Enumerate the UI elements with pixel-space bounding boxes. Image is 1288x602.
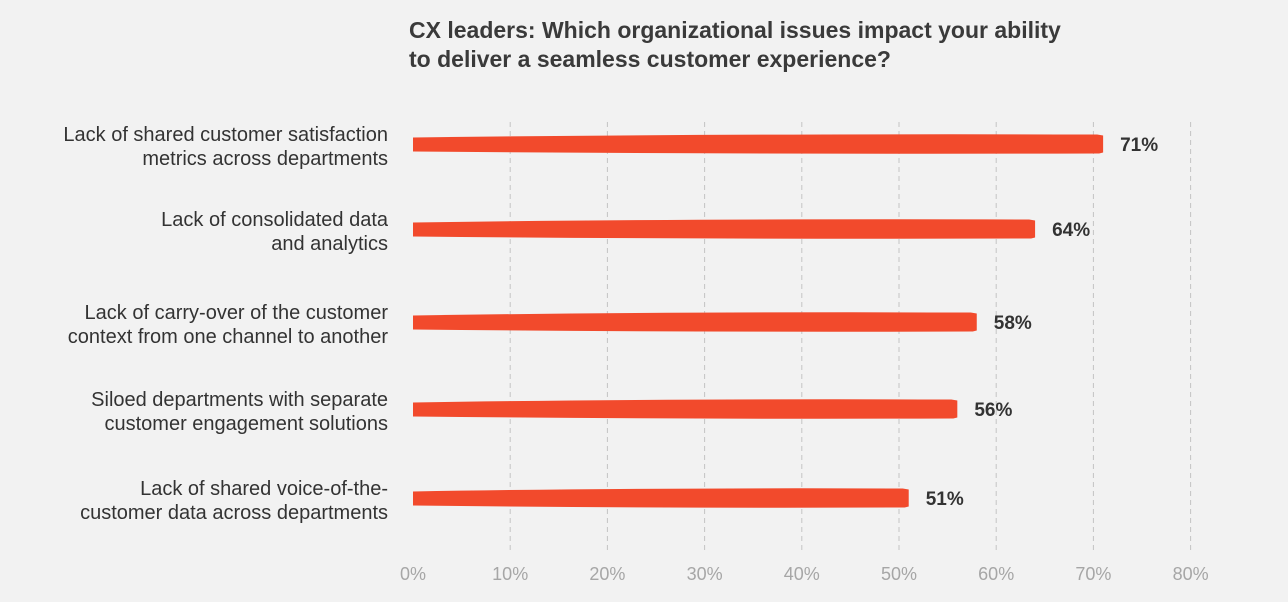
x-tick-label-10: 10% bbox=[492, 564, 528, 584]
category-label-4-line-2: customer engagement solutions bbox=[105, 413, 389, 435]
category-label-5-line-2: customer data across departments bbox=[80, 502, 388, 524]
category-labels: Lack of shared customer satisfaction metr… bbox=[63, 124, 388, 524]
value-label-2: 64% bbox=[1052, 220, 1090, 241]
category-label-4-line-1: Siloed departments with separate bbox=[91, 389, 388, 411]
category-label-1-line-1: Lack of shared customer satisfaction bbox=[63, 124, 388, 146]
x-tick-label-0: 0% bbox=[400, 564, 426, 584]
bar-5 bbox=[413, 488, 909, 508]
chart-title-line-1: CX leaders: Which organizational issues … bbox=[409, 17, 1061, 43]
value-label-3: 58% bbox=[994, 313, 1032, 334]
value-label-5: 51% bbox=[926, 489, 964, 510]
category-label-3: Lack of carry-over of the customer contex… bbox=[68, 302, 389, 348]
bars bbox=[413, 134, 1104, 508]
bar-3 bbox=[413, 312, 977, 332]
x-tick-label-60: 60% bbox=[978, 564, 1014, 584]
category-label-2-line-2: and analytics bbox=[271, 233, 388, 255]
x-tick-label-80: 80% bbox=[1173, 564, 1209, 584]
category-label-1: Lack of shared customer satisfaction metr… bbox=[63, 124, 388, 170]
chart-title-line-2: to deliver a seamless customer experienc… bbox=[409, 46, 891, 72]
grid-lines bbox=[509, 122, 1192, 552]
bar-2 bbox=[413, 219, 1036, 239]
category-label-3-line-2: context from one channel to another bbox=[68, 326, 389, 348]
category-label-5: Lack of shared voice-of-the-customer dat… bbox=[80, 478, 388, 524]
category-label-2: Lack of consolidated data and analytics bbox=[161, 209, 389, 255]
category-label-4: Siloed departments with separate customer… bbox=[91, 389, 388, 435]
value-label-4: 56% bbox=[974, 400, 1012, 421]
category-label-5-line-1: Lack of shared voice-of-the- bbox=[140, 478, 388, 500]
x-tick-label-70: 70% bbox=[1075, 564, 1111, 584]
x-axis-tick-labels: 0% 10% 20% 30% 40% 50% 60% 70% 80% bbox=[400, 564, 1209, 584]
category-label-3-line-1: Lack of carry-over of the customer bbox=[85, 302, 389, 324]
x-tick-label-50: 50% bbox=[881, 564, 917, 584]
category-label-1-line-2: metrics across departments bbox=[142, 148, 388, 170]
value-labels: 71% 64% 58% 56% 51% bbox=[926, 135, 1159, 510]
value-label-1: 71% bbox=[1120, 135, 1158, 156]
category-label-2-line-1: Lack of consolidated data bbox=[161, 209, 389, 231]
bar-1 bbox=[413, 134, 1104, 154]
x-tick-label-20: 20% bbox=[589, 564, 625, 584]
x-tick-label-30: 30% bbox=[687, 564, 723, 584]
chart-title: CX leaders: Which organizational issues … bbox=[409, 16, 1109, 74]
x-tick-label-40: 40% bbox=[784, 564, 820, 584]
bar-4 bbox=[413, 399, 958, 419]
